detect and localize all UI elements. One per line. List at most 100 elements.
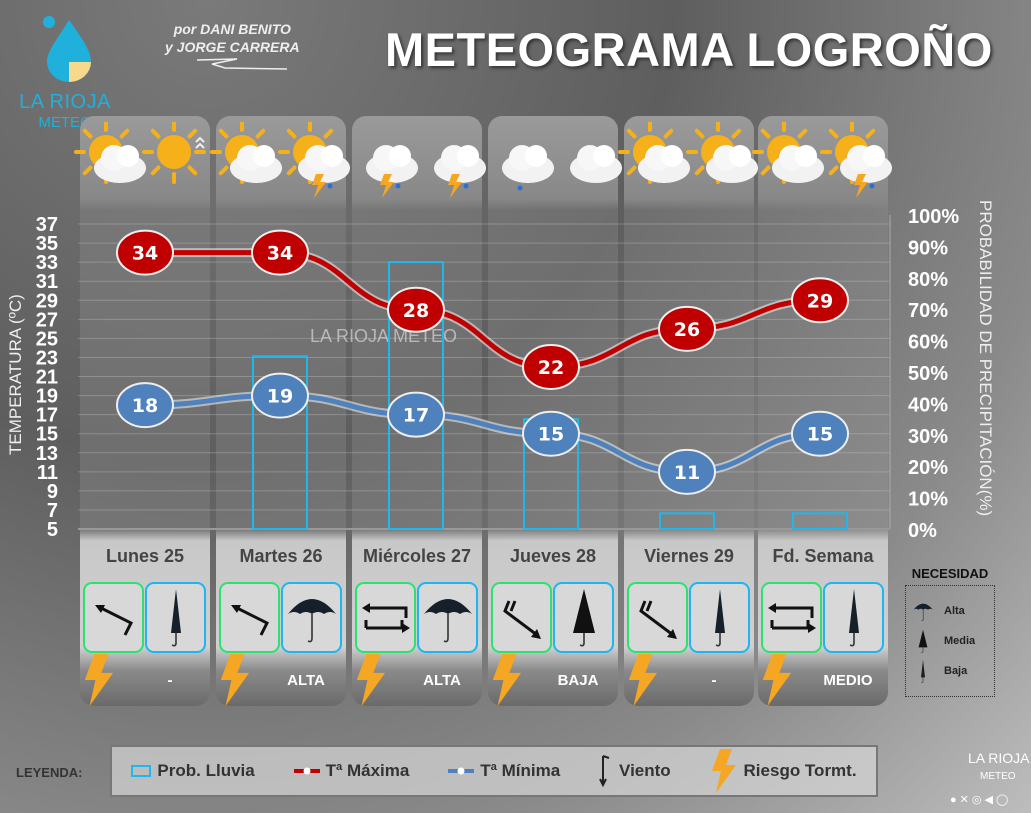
tmax-data-label: 34 — [267, 243, 293, 265]
wind-box — [627, 582, 688, 653]
umbrella-box — [281, 582, 342, 653]
legend-tmax-label: Tª Máxima — [325, 761, 410, 780]
storm-bolt-icon — [312, 174, 326, 198]
tmax-point — [791, 277, 849, 324]
tmin-point — [387, 391, 445, 438]
tmax-point — [658, 305, 716, 352]
footer-brand-name: LA RIOJA — [968, 750, 1030, 766]
y-tick-label: 13 — [36, 443, 58, 465]
tmin-data-label: 18 — [132, 395, 158, 417]
wind-box — [219, 582, 280, 653]
footer-brand-sub: METEO — [980, 771, 1016, 782]
legend-storm-label: Riesgo Tormt. — [743, 761, 857, 780]
tmax-data-label: 22 — [538, 357, 564, 379]
cloud-icon — [638, 145, 690, 183]
storm-risk: ALTA — [423, 672, 461, 689]
cloud-icon — [434, 145, 486, 183]
tmin-point — [658, 448, 716, 495]
watermark: LA RIOJA METEO — [310, 326, 457, 346]
lightning-icon — [711, 749, 736, 793]
necesidad-label: Baja — [944, 665, 968, 677]
y2-tick-label: 60% — [908, 332, 948, 354]
cloud-icon — [366, 145, 418, 183]
lightning-icon — [84, 654, 114, 706]
tmax-point — [387, 286, 445, 333]
wind-box — [83, 582, 144, 653]
necesidad-item: Media — [910, 626, 990, 656]
wind-southeast-icon — [638, 599, 677, 639]
wind-variable-icon — [361, 602, 410, 633]
y2-axis-label: PROBABILIDAD DE PRECIPITACIÓN(%) — [976, 200, 995, 517]
instagram-icon[interactable]: ◎ — [971, 794, 985, 806]
y-tick-label: 31 — [36, 271, 58, 293]
y2-tick-label: 80% — [908, 269, 948, 291]
storm-bolt-icon — [448, 174, 462, 198]
umbrella-box — [417, 582, 478, 653]
umbrella-folded-icon — [848, 588, 859, 646]
umbrella-need-legend: NECESIDAD Alta Media Baja — [905, 566, 995, 697]
tmax-data-label: 34 — [132, 243, 158, 265]
cloud-icon — [298, 145, 350, 183]
tmin-data-label: 19 — [267, 386, 293, 408]
y-tick-label: 27 — [36, 309, 58, 331]
umbrella-folded-icon — [170, 588, 181, 646]
tmax-data-label: 29 — [807, 290, 833, 312]
authors: por DANI BENITO y JORGE CARRERA — [165, 20, 300, 76]
tmax-line-icon — [293, 767, 320, 775]
tmin-point — [116, 382, 174, 429]
day-name: Lunes 25 — [105, 546, 185, 566]
legend-precip: Prob. Lluvia — [131, 761, 255, 781]
brand-sub: METEO — [38, 114, 92, 131]
weather-icons — [210, 122, 350, 198]
legend-wind-label: Viento — [619, 761, 671, 780]
precip-bar — [792, 512, 848, 530]
facebook-icon[interactable]: ● — [950, 794, 960, 806]
tmax-data-label: 28 — [403, 300, 429, 322]
tmin-point — [522, 410, 580, 457]
tmin-data-label: 11 — [674, 462, 700, 484]
x-icon[interactable]: ✕ — [959, 794, 972, 806]
storm-bolt-icon — [380, 174, 394, 198]
y-tick-label: 35 — [36, 233, 58, 255]
lightning-icon — [762, 654, 792, 706]
author-line-1: por DANI BENITO — [173, 21, 291, 37]
telegram-icon[interactable]: ◀ — [984, 794, 996, 806]
y-tick-label: 33 — [36, 252, 58, 274]
cloud-icon — [502, 145, 554, 183]
social-links[interactable]: ●✕◎◀◯ — [950, 793, 1011, 806]
tmin-point — [791, 410, 849, 457]
whatsapp-icon[interactable]: ◯ — [995, 794, 1012, 806]
necesidad-item: Alta — [910, 596, 990, 626]
umbrella-box — [689, 582, 750, 653]
tmax-point — [116, 229, 174, 276]
y2-tick-label: 40% — [908, 394, 948, 416]
tmax-data-label: 26 — [674, 319, 700, 341]
lightning-icon — [356, 654, 386, 706]
tmin-point — [251, 372, 309, 419]
precip-bar — [252, 355, 308, 530]
lightning-icon — [492, 654, 522, 706]
tmin-data-label: 15 — [807, 424, 833, 446]
wind-arrow-icon — [599, 755, 610, 788]
legend-tmin-label: Tª Mínima — [480, 761, 561, 780]
author-line-2: y JORGE CARRERA — [165, 39, 300, 55]
necesidad-label: Media — [944, 635, 976, 647]
wind-northwest-icon — [230, 604, 269, 636]
storm-risk: MEDIO — [823, 672, 873, 689]
y-tick-label: 7 — [47, 500, 58, 522]
wind-northwest-icon — [94, 604, 133, 636]
day-name: Martes 26 — [239, 546, 323, 566]
umbrella-closed-icon — [572, 588, 595, 646]
cloud-icon — [570, 145, 622, 183]
weather-icons — [618, 122, 758, 184]
day-column: Viernes 29 - — [618, 116, 758, 706]
umbrella-folded-icon — [714, 588, 725, 646]
day-name: Fd. Semana — [772, 546, 874, 566]
wind-box — [355, 582, 416, 653]
y-tick-label: 5 — [47, 519, 58, 540]
y-tick-label: 29 — [36, 290, 58, 312]
tmin-data-label: 17 — [403, 405, 429, 427]
weather-icons — [74, 122, 206, 184]
legend-label: LEYENDA: — [16, 765, 83, 780]
